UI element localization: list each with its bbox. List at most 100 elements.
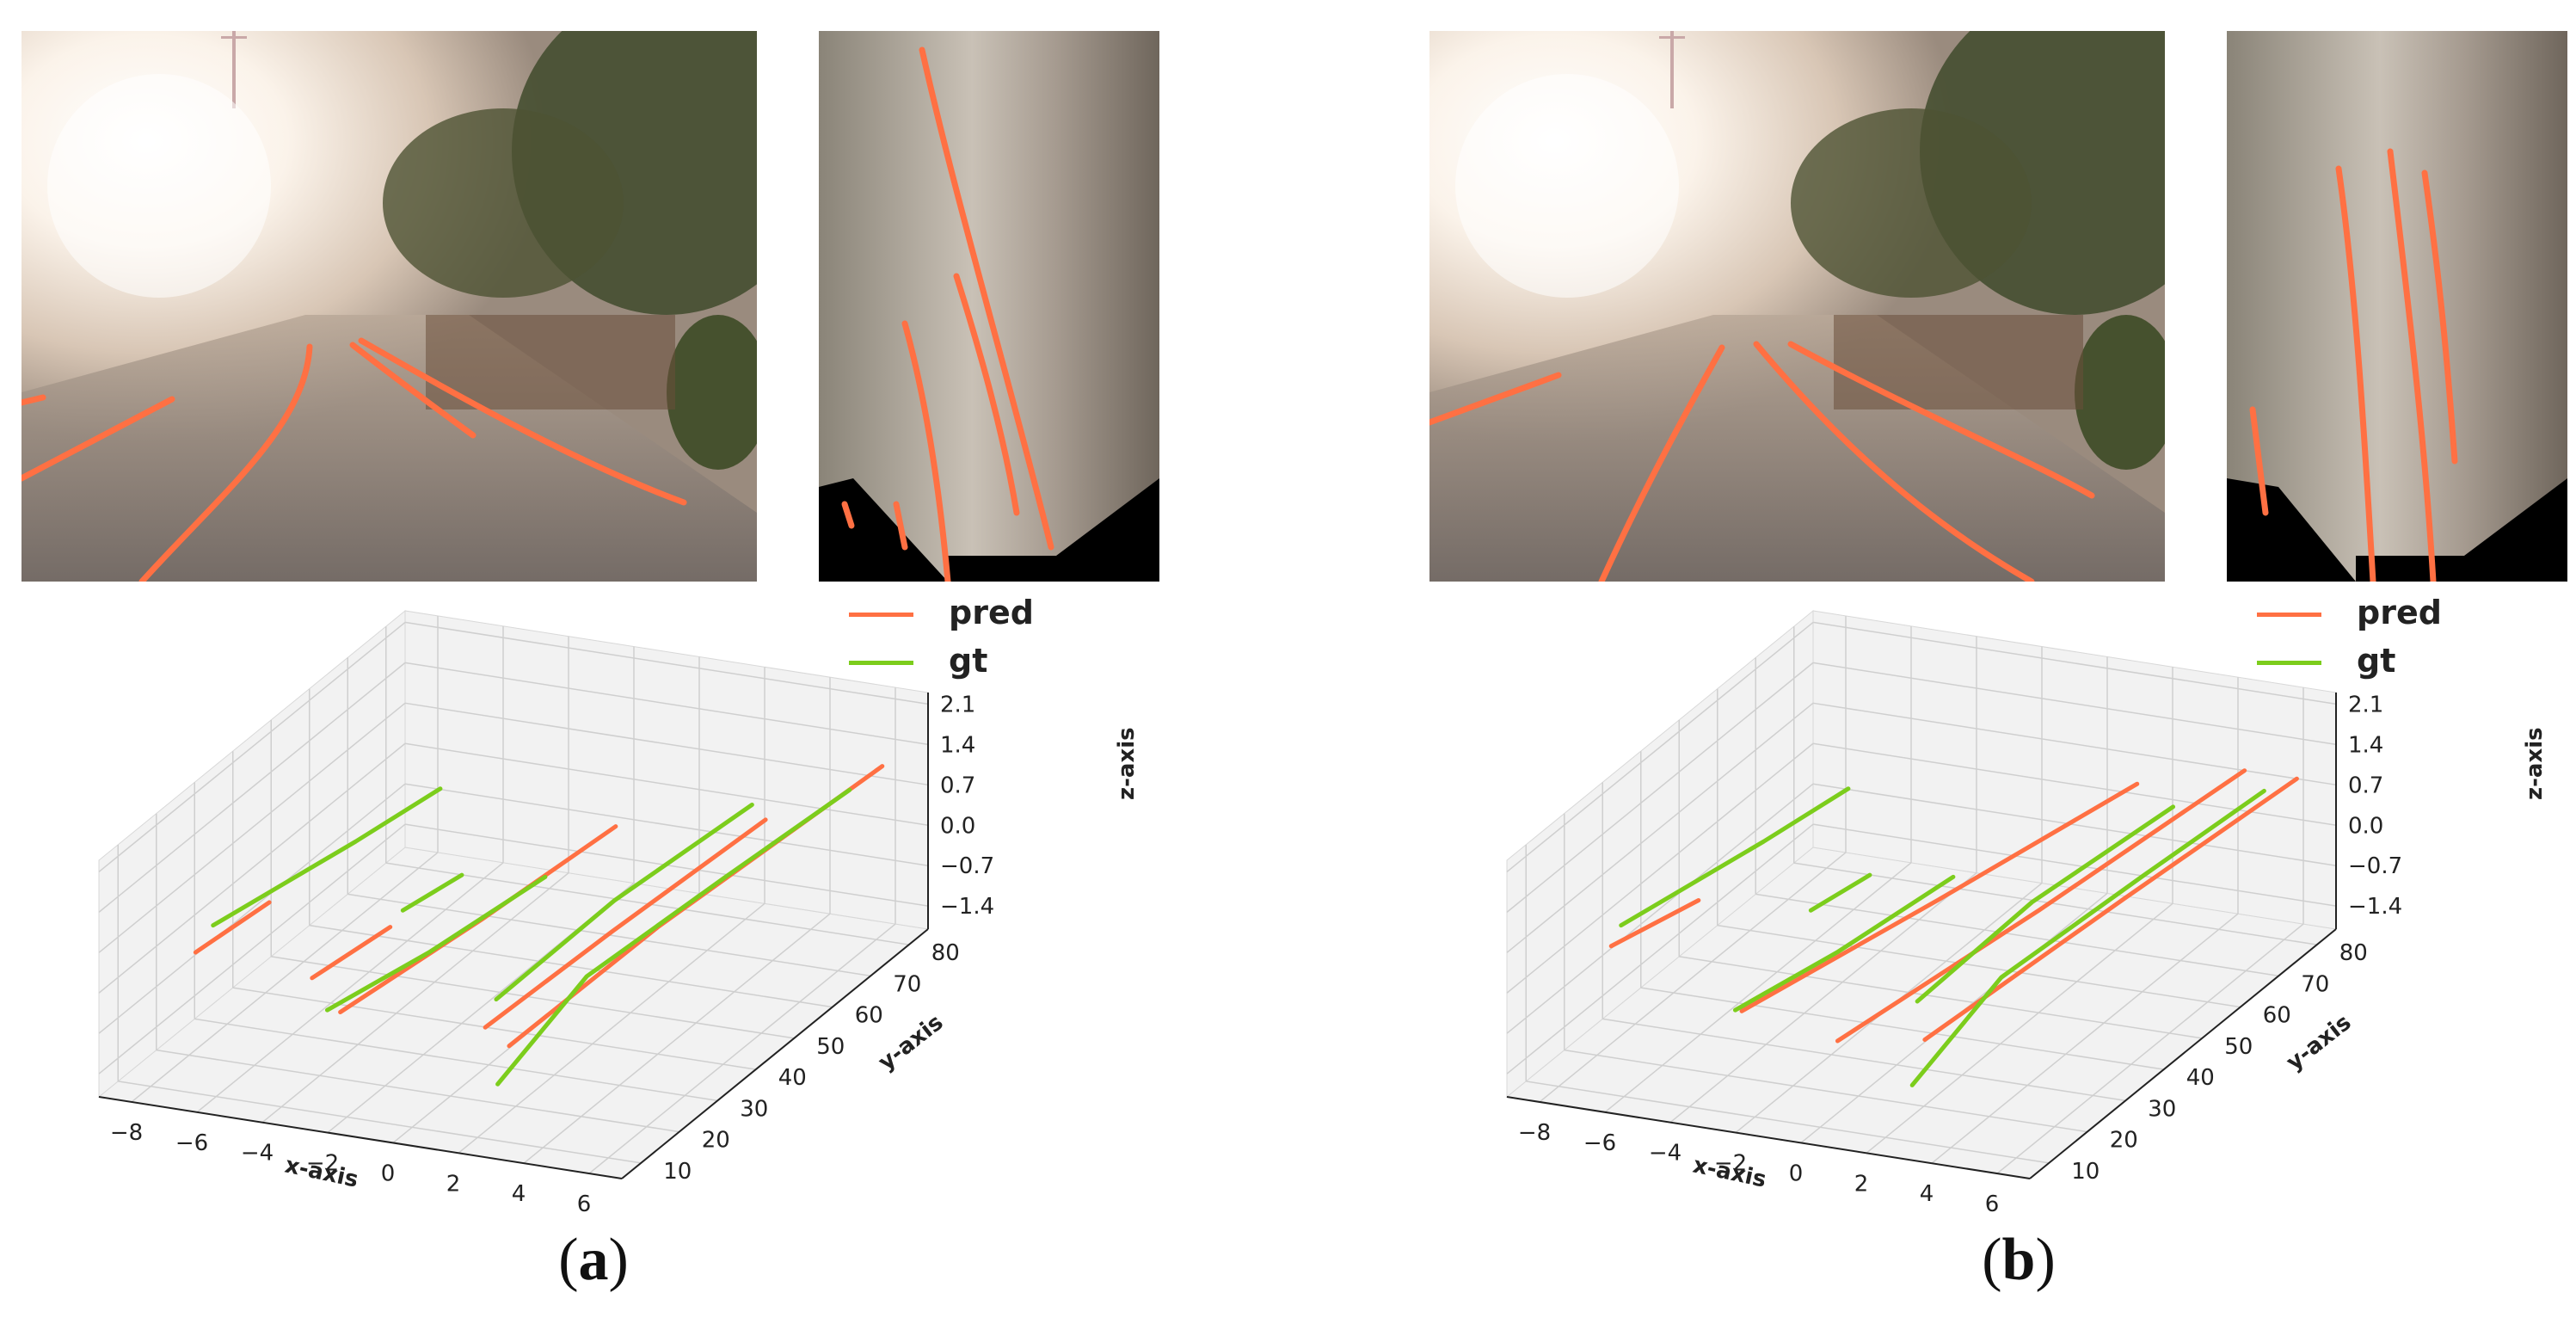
legend-gt-swatch — [849, 661, 913, 665]
y-tick-label: 70 — [893, 971, 921, 997]
gridline — [1812, 662, 2337, 746]
legend: pred gt — [839, 594, 1062, 688]
legend-item-pred: pred — [839, 594, 1062, 637]
gridline — [1506, 783, 1814, 1034]
legend: pred gt — [2247, 594, 2470, 688]
gridline — [404, 742, 929, 827]
z-tick-label: 0.7 — [940, 773, 975, 798]
z-tick-label: 1.4 — [940, 732, 975, 758]
gridline — [1640, 987, 2164, 1070]
z-tick-label: 1.4 — [2348, 732, 2383, 758]
series-line-gt — [1732, 874, 1956, 1013]
gridline — [1506, 742, 1814, 994]
series-line-gt — [400, 872, 464, 913]
bev-image — [819, 31, 1159, 582]
x-tick-label: 2 — [446, 1171, 461, 1197]
gridline — [1539, 852, 1847, 1103]
gridline — [1506, 823, 1814, 1074]
axis-line — [98, 1096, 623, 1179]
series-line-pred — [1739, 781, 2140, 1013]
z-tick-label: −0.7 — [2348, 853, 2402, 879]
z-tick-label: 0.7 — [2348, 773, 2383, 798]
series-layer — [1608, 768, 2299, 1087]
y-tick-label: 70 — [2301, 971, 2329, 997]
y-tick-label: 10 — [663, 1159, 692, 1185]
x-tick-label: −2 — [1714, 1151, 1747, 1177]
y-tick-label: 40 — [2186, 1065, 2215, 1091]
gridline — [98, 783, 406, 1034]
tick-labels: −8 −6 −4 −2 0 2 4 6 10 20 30 40 50 60 70 80 −1.4 −0.7 0.0 0… — [110, 692, 994, 1217]
panel-a: −8 −6 −4 −2 0 2 4 6 10 20 30 40 50 60 70 80 −1.4 −0.7 0.0 0… — [22, 31, 1159, 1293]
z-tick-label: 0.0 — [2348, 813, 2383, 839]
legend-pred-label: pred — [949, 594, 1034, 631]
series-line-pred — [193, 900, 272, 955]
gridline — [131, 852, 439, 1103]
axis-line — [621, 928, 929, 1179]
gridline — [98, 742, 406, 994]
y-tick-label: 50 — [816, 1034, 845, 1060]
gridline — [156, 1049, 679, 1133]
gridline — [1526, 1081, 2050, 1164]
gridline — [1793, 862, 2317, 945]
gridline — [98, 621, 406, 872]
gridline — [404, 621, 929, 705]
z-tick-label: −0.7 — [940, 853, 994, 879]
x-tick-label: −6 — [175, 1130, 208, 1156]
gridline — [1506, 702, 1814, 953]
x-tick-label: −4 — [1649, 1141, 1681, 1167]
z-tick-label: −1.4 — [940, 894, 994, 920]
y-tick-label: 10 — [2071, 1159, 2100, 1185]
plot-3d: −8 −6 −4 −2 0 2 4 6 10 20 30 40 50 60 70 80 −1.4 −0.7 0.0 0… — [1505, 609, 2548, 1217]
y-tick-label: 20 — [2110, 1128, 2138, 1154]
legend-item-gt: gt — [2247, 642, 2470, 685]
gridline — [1564, 1049, 2087, 1133]
axis-line — [1506, 1096, 2031, 1179]
y-tick-label: 60 — [2263, 1003, 2291, 1029]
panel-caption: (b) — [1982, 1227, 2056, 1293]
y-tick-label: 80 — [2339, 940, 2368, 966]
gridline — [98, 702, 406, 953]
y-tick-label: 50 — [2224, 1034, 2253, 1060]
gridline — [98, 823, 406, 1074]
x-tick-label: 6 — [577, 1191, 592, 1217]
tick-labels: −8 −6 −4 −2 0 2 4 6 10 20 30 40 50 60 70 80 −1.4 −0.7 0.0 0… — [1518, 692, 2402, 1217]
x-tick-label: −8 — [110, 1120, 143, 1146]
x-tick-label: −2 — [306, 1151, 339, 1177]
gridline — [404, 662, 929, 746]
grid — [97, 609, 930, 1179]
legend-gt-swatch — [2257, 661, 2321, 665]
camera-image — [1429, 31, 2165, 582]
gridline — [458, 902, 765, 1154]
gridline — [1717, 924, 2241, 1008]
pane — [98, 609, 406, 1099]
x-tick-label: 4 — [512, 1181, 526, 1207]
legend-pred-label: pred — [2357, 594, 2442, 631]
y-axis-label: y-axis — [874, 1010, 949, 1076]
gridline — [1812, 783, 2337, 866]
pane — [1506, 609, 1814, 1099]
gridline — [309, 924, 833, 1008]
gridline — [1755, 893, 2279, 977]
gridline — [118, 1081, 642, 1164]
y-tick-label: 80 — [931, 940, 960, 966]
legend-item-pred: pred — [2247, 594, 2470, 637]
gridline — [588, 923, 896, 1174]
legend-item-gt: gt — [839, 642, 1062, 685]
x-tick-label: 0 — [381, 1161, 396, 1186]
z-tick-label: 2.1 — [940, 692, 975, 717]
legend-pred-swatch — [849, 613, 913, 617]
panel-b: −8 −6 −4 −2 0 2 4 6 10 20 30 40 50 60 70 80 −1.4 −0.7 0.0 0… — [1408, 0, 2576, 1330]
gridline — [1812, 621, 2337, 705]
z-tick-label: 0.0 — [940, 813, 975, 839]
y-tick-label: 60 — [855, 1003, 883, 1029]
gridline — [404, 702, 929, 786]
gridline — [404, 783, 929, 866]
series-line-gt — [494, 802, 754, 1002]
series-line-gt — [211, 786, 443, 928]
gridline — [523, 913, 831, 1164]
gridline — [232, 987, 756, 1070]
series-line-gt — [324, 874, 548, 1013]
series-line-pred — [483, 817, 768, 1030]
series-line-gt — [1909, 788, 2266, 1087]
axis-line — [2029, 928, 2337, 1179]
